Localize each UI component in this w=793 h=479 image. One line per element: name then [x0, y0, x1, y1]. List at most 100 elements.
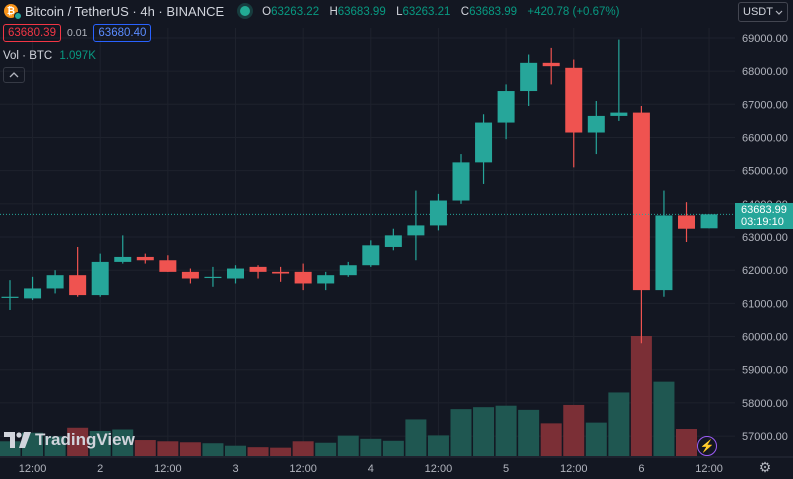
volume-bar — [225, 445, 246, 456]
volume-bar — [157, 441, 179, 456]
volume-bar — [653, 381, 675, 456]
buy-button[interactable]: 63680.40 — [93, 24, 152, 42]
candle-body — [678, 215, 695, 229]
candle-body — [475, 122, 493, 163]
candle-body — [452, 162, 470, 201]
candle-body — [384, 235, 402, 247]
chevron-up-icon — [9, 72, 19, 78]
low-value: 63263.21 — [402, 6, 451, 18]
candle-body — [91, 261, 109, 296]
candle-body — [227, 268, 244, 279]
current-price-label: 63683.99 03:19:10 — [735, 203, 793, 229]
price-tick-label: 60000.00 — [742, 332, 788, 344]
btc-logo-icon: ₿ — [4, 4, 22, 20]
candle-body — [565, 67, 583, 133]
time-tick-label: 6 — [638, 463, 644, 475]
volume-bar — [473, 407, 495, 456]
candle-body — [429, 200, 447, 226]
candle-body — [655, 215, 673, 291]
time-tick-label: 12:00 — [154, 463, 182, 475]
candle-body — [1, 296, 19, 298]
candle-body — [24, 288, 42, 299]
current-price-value: 63683.99 — [741, 204, 787, 216]
volume-bar — [44, 436, 66, 456]
price-tick-label: 57000.00 — [742, 431, 788, 443]
settings-gear-icon[interactable]: ⚙ — [758, 459, 772, 475]
spread-value: 0.01 — [66, 27, 88, 39]
candle-body — [249, 266, 267, 272]
volume-bar — [630, 336, 652, 456]
high-value: 63683.99 — [337, 6, 386, 18]
volume-bar — [405, 419, 427, 456]
volume-bar — [608, 392, 630, 456]
candle-body — [520, 62, 538, 92]
close-label: C — [460, 6, 470, 18]
volume-bar — [382, 440, 404, 456]
low-label: L — [396, 6, 403, 18]
symbol-header: ₿ Bitcoin / TetherUS · 4h · BINANCE O632… — [4, 3, 626, 20]
price-tick-label: 69000.00 — [742, 33, 788, 45]
candle-body — [46, 275, 64, 289]
volume-bar — [337, 435, 359, 456]
volume-bar — [112, 429, 134, 456]
candle-body — [159, 260, 177, 272]
candle-body — [407, 225, 425, 236]
price-tick-label: 62000.00 — [742, 265, 788, 277]
price-tick-label: 58000.00 — [742, 398, 788, 410]
volume-bar — [495, 405, 517, 456]
chevron-down-icon — [775, 10, 783, 15]
volume-value: 1.097K — [59, 50, 96, 62]
price-tick-label: 66000.00 — [742, 132, 788, 144]
volume-bar — [292, 441, 314, 456]
currency-label: USDT — [743, 6, 773, 18]
price-tick-label: 65000.00 — [742, 166, 788, 178]
open-label: O — [262, 6, 272, 18]
volume-bar — [179, 442, 201, 456]
lightning-icon[interactable]: ⚡ — [697, 436, 717, 456]
usdt-logo-icon — [14, 12, 22, 20]
price-tick-label: 68000.00 — [742, 66, 788, 78]
tradingview-logo[interactable]: TradingView — [4, 430, 135, 450]
candle-body — [114, 256, 132, 262]
currency-selector[interactable]: USDT — [738, 2, 788, 22]
candle-body — [294, 271, 312, 284]
candle-body — [587, 115, 605, 133]
candle-body — [339, 265, 357, 276]
collapse-legend-button[interactable] — [3, 67, 25, 83]
volume-bar — [450, 409, 472, 456]
candle-body — [317, 275, 335, 284]
candle-body — [497, 91, 515, 123]
time-tick-label: 12:00 — [560, 463, 588, 475]
volume-bar — [315, 442, 337, 456]
volume-bar — [247, 447, 269, 456]
time-tick-label: 12:00 — [19, 463, 47, 475]
volume-bar — [67, 427, 89, 456]
ohlc-values: O63263.22 H63683.99 L63263.21 C63683.99 … — [262, 4, 626, 18]
price-tick-label: 67000.00 — [742, 99, 788, 111]
candle-body — [362, 245, 380, 266]
time-tick-label: 3 — [232, 463, 238, 475]
candle-body — [542, 62, 560, 67]
sell-button[interactable]: 63680.39 — [3, 24, 61, 42]
candle-body — [69, 275, 87, 296]
tradingview-logo-icon — [4, 432, 31, 448]
open-value: 63263.22 — [271, 6, 320, 18]
volume-label: Vol · BTC — [3, 50, 53, 62]
volume-bar — [0, 441, 21, 456]
time-tick-label: 12:00 — [695, 463, 723, 475]
volume-bar — [585, 422, 607, 456]
candle-body — [136, 256, 154, 261]
market-open-icon — [240, 6, 251, 16]
time-tick-label: 12:00 — [289, 463, 317, 475]
volume-bar — [540, 423, 562, 456]
candle-body — [204, 276, 222, 279]
brand-name: TradingView — [35, 430, 135, 449]
volume-bar — [270, 447, 292, 456]
time-tick-label: 5 — [503, 463, 509, 475]
candle-countdown: 03:19:10 — [741, 216, 784, 228]
symbol-title[interactable]: Bitcoin / TetherUS · 4h · BINANCE — [25, 3, 225, 19]
time-tick-label: 12:00 — [425, 463, 453, 475]
high-label: H — [329, 6, 338, 18]
